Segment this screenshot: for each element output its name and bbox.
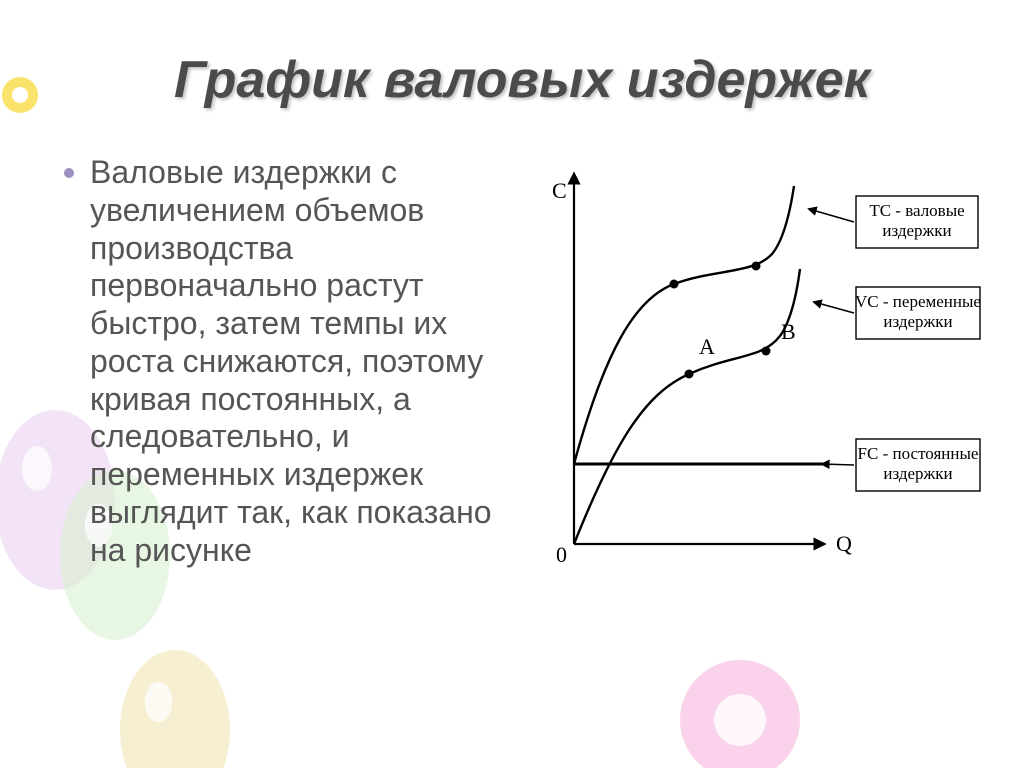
vc-curve-dot xyxy=(685,370,694,379)
vc-curve xyxy=(574,269,800,544)
tc-curve xyxy=(574,186,794,464)
vc-legend-arrow xyxy=(814,302,854,313)
point-label-b: B xyxy=(781,319,796,344)
fc-legend-text-0: FC - постоянные xyxy=(858,444,979,463)
fc-legend-text-1: издержки xyxy=(883,464,952,483)
bullet-item: Валовые издержки с увеличением объемов п… xyxy=(60,154,496,569)
slide-title: График валовых издержек xyxy=(60,50,984,110)
bullet-text: Валовые издержки с увеличением объемов п… xyxy=(90,154,492,568)
tc-legend-text-0: TC - валовые xyxy=(869,201,964,220)
origin-label: 0 xyxy=(556,542,567,567)
vc-legend-text-0: VC - переменные xyxy=(855,292,981,311)
body-row: Валовые издержки с увеличением объемов п… xyxy=(60,154,984,584)
x-axis-label: Q xyxy=(836,531,852,556)
bullet-dot-icon xyxy=(64,168,74,178)
bullet-column: Валовые издержки с увеличением объемов п… xyxy=(60,154,496,569)
vc-curve-dot xyxy=(762,347,771,356)
tc-curve-dot xyxy=(670,280,679,289)
point-label-a: A xyxy=(699,334,715,359)
tc-legend-arrow xyxy=(809,209,854,222)
tc-legend-text-1: издержки xyxy=(882,221,951,240)
chart-column: CQ0ABTC - валовыеиздержкиVC - переменные… xyxy=(524,154,984,584)
cost-curves-chart: CQ0ABTC - валовыеиздержкиVC - переменные… xyxy=(524,154,984,584)
slide-content: График валовых издержек Валовые издержки… xyxy=(0,0,1024,624)
vc-legend-text-1: издержки xyxy=(883,312,952,331)
y-axis-label: C xyxy=(552,178,567,203)
tc-curve-dot xyxy=(752,262,761,271)
fc-legend-arrow xyxy=(822,464,854,465)
